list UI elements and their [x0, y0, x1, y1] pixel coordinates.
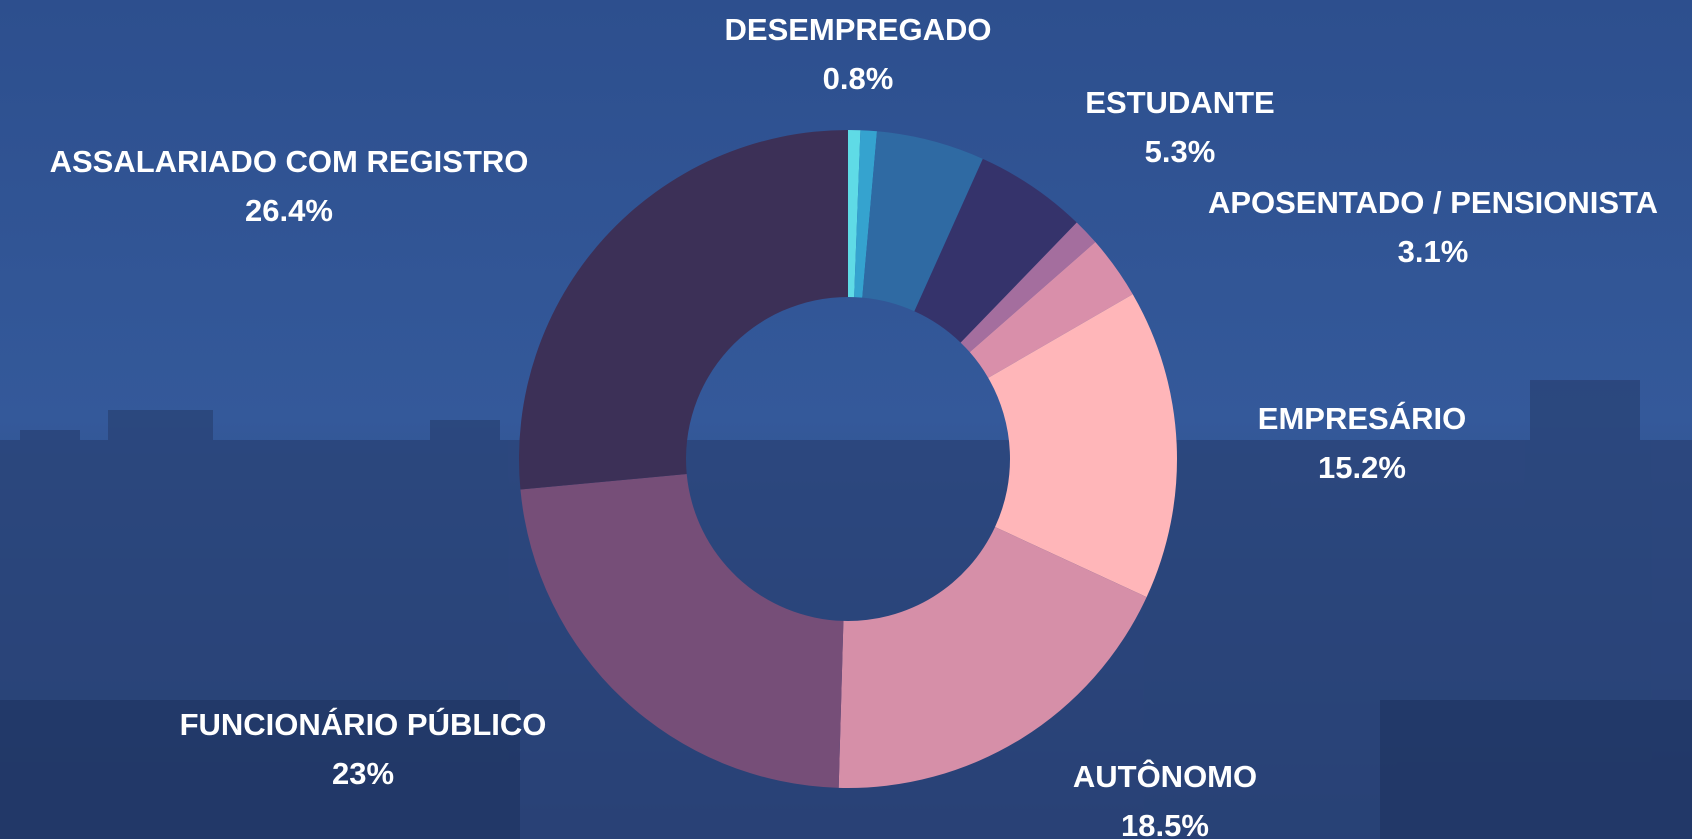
- slice-label: FUNCIONÁRIO PÚBLICO: [180, 706, 547, 742]
- donut-slice: [969, 242, 1133, 378]
- slice-label: EMPRESÁRIO: [1258, 401, 1466, 436]
- slice-label: DESEMPREGADO: [725, 12, 992, 47]
- donut-slice: [519, 130, 848, 490]
- slice-label: ESTUDANTE: [1085, 85, 1274, 120]
- slice-value-label: 23%: [332, 756, 394, 791]
- donut-slice: [960, 222, 1096, 353]
- city-foreground: [0, 700, 1692, 839]
- donut-slice: [848, 130, 861, 298]
- donut-slice: [520, 474, 844, 788]
- slice-value-label: 18.5%: [1121, 808, 1209, 839]
- slice-value-label: 15.2%: [1318, 450, 1406, 485]
- slice-value-label: 0.8%: [823, 61, 894, 96]
- donut-slice: [854, 130, 877, 298]
- donut-slice: [914, 158, 1077, 343]
- slice-label: AUTÔNOMO: [1073, 758, 1257, 794]
- slice-label: ASSALARIADO COM REGISTRO: [50, 144, 529, 179]
- donut-slice: [838, 527, 1147, 788]
- donut-slice: [862, 131, 983, 312]
- slice-value-label: 3.1%: [1398, 234, 1469, 269]
- slice-value-label: 5.3%: [1145, 134, 1216, 169]
- donut-slice: [988, 294, 1177, 598]
- slice-label: APOSENTADO / PENSIONISTA: [1208, 185, 1658, 220]
- slice-value-label: 26.4%: [245, 193, 333, 228]
